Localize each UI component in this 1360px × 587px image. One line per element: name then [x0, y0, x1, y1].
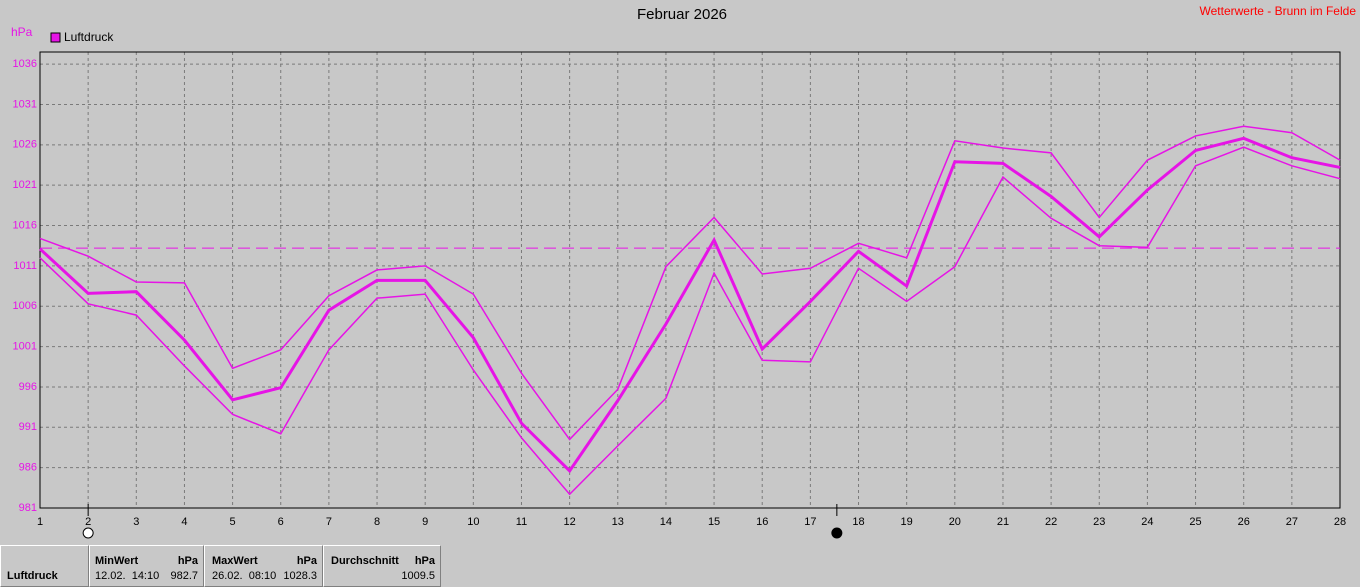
- x-tick-label: 28: [1334, 516, 1346, 528]
- min-time: 12.02. 14:10: [95, 570, 160, 582]
- y-tick-label: 1001: [13, 340, 37, 352]
- x-tick-label: 16: [756, 516, 768, 528]
- background: [0, 0, 1360, 545]
- max-unit: hPa: [296, 555, 317, 567]
- x-tick-label: 26: [1238, 516, 1250, 528]
- chart: Februar 2026 Wetterwerte - Brunn im Feld…: [0, 0, 1360, 545]
- max-header: MaxWert: [212, 555, 258, 567]
- max-cell: MaxWert hPa 26.02. 08:10 1028.3: [204, 545, 323, 587]
- min-unit: hPa: [177, 555, 198, 567]
- min-value: 982.7: [170, 570, 198, 582]
- x-tick-label: 7: [326, 516, 332, 528]
- stats-label-cell: Luftdruck: [0, 545, 89, 587]
- y-tick-label: 1026: [13, 139, 37, 151]
- x-tick-label: 3: [133, 516, 139, 528]
- y-tick-label: 996: [19, 381, 37, 393]
- x-tick-label: 25: [1189, 516, 1201, 528]
- x-tick-label: 13: [612, 516, 624, 528]
- x-tick-label: 8: [374, 516, 380, 528]
- series-line: [39, 125, 1341, 441]
- x-tick-label: 22: [1045, 516, 1057, 528]
- stats-label: Luftdruck: [7, 570, 58, 582]
- legend-swatch: [50, 32, 61, 43]
- max-value: 1028.3: [283, 570, 317, 582]
- x-tick-label: 14: [660, 516, 672, 528]
- x-tick-label: 17: [804, 516, 816, 528]
- min-cell: MinWert hPa 12.02. 14:10 982.7: [89, 545, 204, 587]
- x-tick-label: 4: [181, 516, 187, 528]
- x-tick-label: 15: [708, 516, 720, 528]
- x-tick-label: 6: [278, 516, 284, 528]
- avg-cell: Durchschnitt hPa 1009.5: [323, 545, 441, 587]
- max-time: 26.02. 08:10: [212, 570, 277, 582]
- y-unit: hPa: [11, 25, 33, 39]
- y-tick-label: 986: [19, 462, 37, 474]
- x-tick-label: 27: [1286, 516, 1298, 528]
- x-tick-label: 19: [901, 516, 913, 528]
- avg-value: 1009.5: [401, 570, 435, 582]
- x-tick-label: 9: [422, 516, 428, 528]
- avg-header: Durchschnitt: [331, 555, 399, 567]
- y-tick-label: 1016: [13, 219, 37, 231]
- x-tick-label: 10: [467, 516, 479, 528]
- x-tick-label: 1: [37, 516, 43, 528]
- source: Wetterwerte - Brunn im Felde: [1200, 4, 1357, 18]
- y-tick-label: 1021: [13, 179, 37, 191]
- x-tick-label: 20: [949, 516, 961, 528]
- y-tick-label: 991: [19, 421, 37, 433]
- avg-unit: hPa: [414, 555, 435, 567]
- plot-frame: [39, 51, 1341, 509]
- moon-marker: [82, 527, 94, 539]
- y-tick-label: 1006: [13, 300, 37, 312]
- series-line: [39, 146, 1341, 496]
- moon-marker: [831, 527, 843, 539]
- min-header: MinWert: [95, 555, 139, 567]
- legend-label: Luftdruck: [64, 30, 114, 44]
- series-line: [38, 136, 1341, 474]
- y-tick-label: 1036: [13, 58, 37, 70]
- x-tick-label: 12: [564, 516, 576, 528]
- x-tick-label: 23: [1093, 516, 1105, 528]
- x-tick-label: 5: [230, 516, 236, 528]
- x-tick-label: 18: [852, 516, 864, 528]
- y-tick-label: 1011: [13, 260, 37, 272]
- x-tick-label: 21: [997, 516, 1009, 528]
- y-tick-label: 981: [19, 502, 37, 514]
- x-tick-label: 11: [516, 516, 527, 528]
- y-tick-label: 1031: [13, 98, 37, 110]
- x-tick-label: 24: [1141, 516, 1153, 528]
- x-tick-label: 2: [85, 516, 91, 528]
- chart-title: Februar 2026: [637, 6, 727, 23]
